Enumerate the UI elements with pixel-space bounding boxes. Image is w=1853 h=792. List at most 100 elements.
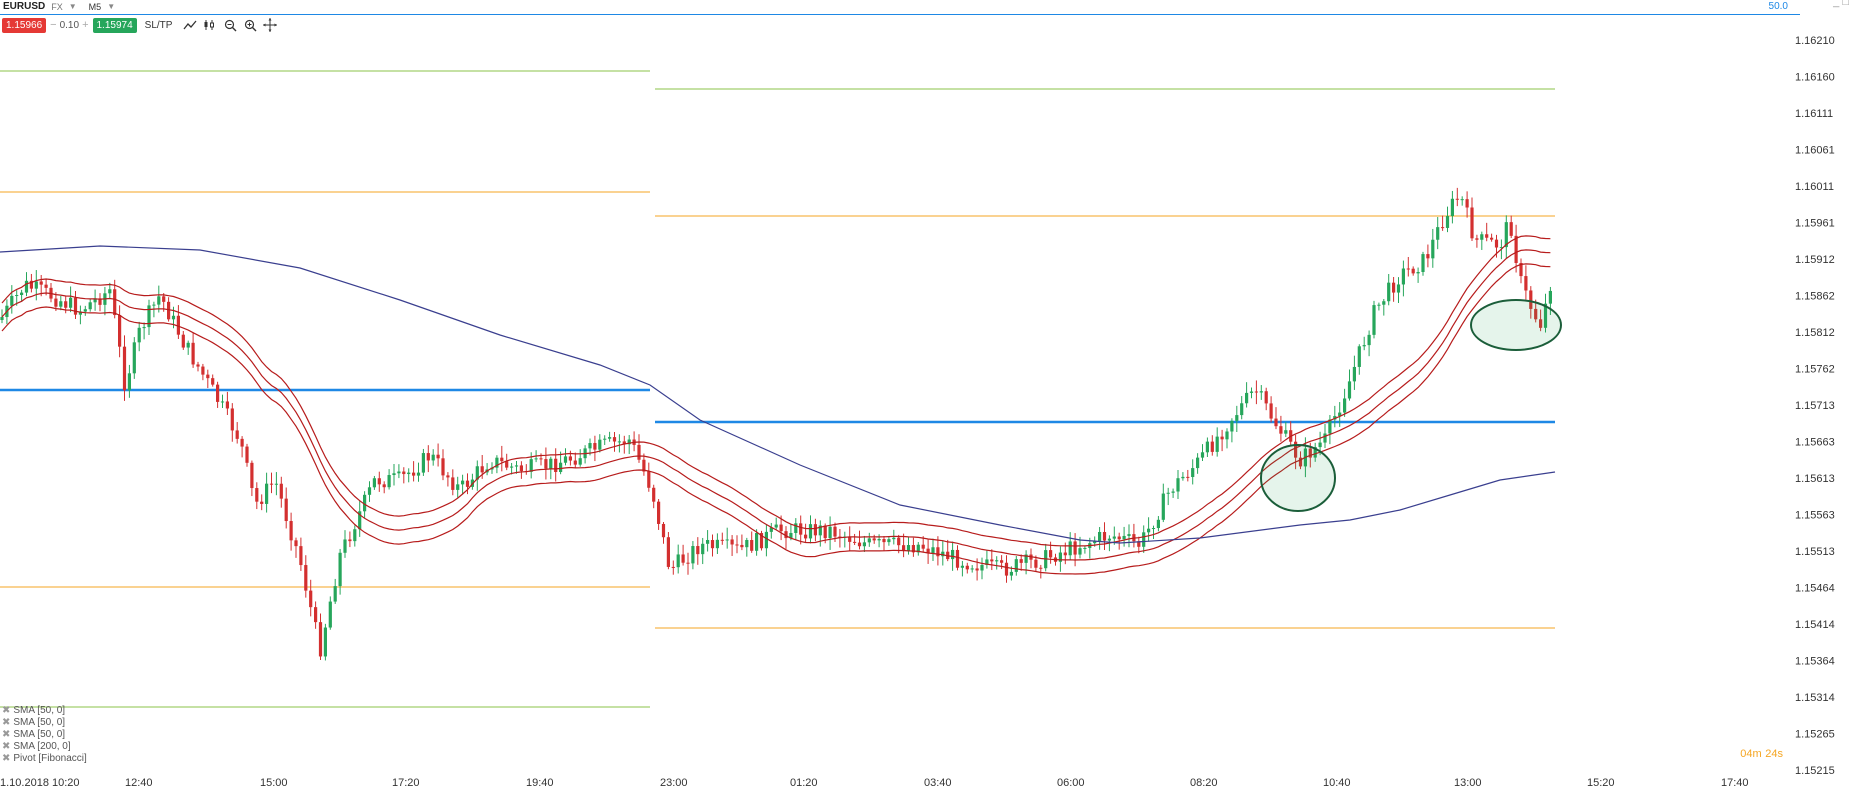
close-icon[interactable]: ✖ <box>2 705 11 716</box>
candle-body <box>108 289 112 294</box>
candle-body <box>260 501 264 504</box>
candle-body <box>206 374 210 379</box>
sma-50-line[interactable] <box>1 249 1551 561</box>
candle-body <box>985 559 989 565</box>
legend-item[interactable]: ✖ SMA [50, 0] <box>2 717 66 728</box>
candle-body <box>510 466 514 468</box>
x-tick-label: 17:20 <box>392 777 420 789</box>
line-tool-icon[interactable] <box>182 18 198 32</box>
candle-body <box>1068 541 1072 556</box>
timeframe-label[interactable]: M5 <box>88 1 102 12</box>
legend-item[interactable]: ✖ SMA [50, 0] <box>2 729 66 740</box>
candle-body <box>20 292 24 296</box>
candle-body <box>808 524 813 539</box>
legend-item[interactable]: ✖ Pivot [Fibonacci] <box>2 753 87 764</box>
candle-body <box>1156 519 1160 529</box>
lot-decrease-button[interactable]: − <box>50 19 57 31</box>
x-tick-label: 23:00 <box>660 777 688 789</box>
candle-body <box>1343 398 1347 413</box>
candle-body <box>171 315 176 320</box>
sma-50-line[interactable] <box>1 263 1551 575</box>
chart-type-icon[interactable] <box>202 18 218 32</box>
x-tick-label: 03:40 <box>924 777 952 789</box>
close-icon[interactable]: ✖ <box>2 729 11 740</box>
candle-body <box>1411 268 1415 274</box>
candle-body <box>289 521 293 541</box>
candle-body <box>78 311 82 315</box>
sltp-button[interactable]: SL/TP <box>144 19 173 31</box>
candle-body <box>318 622 323 657</box>
candle-body <box>279 483 283 499</box>
candle-body <box>1323 433 1327 443</box>
candle-body <box>1504 222 1508 248</box>
lot-increase-button[interactable]: + <box>82 19 89 31</box>
lot-size-input[interactable]: 0.10 <box>59 19 80 31</box>
candle-body <box>916 544 920 553</box>
sma-50-line[interactable] <box>1 235 1551 547</box>
x-tick-label: 08:20 <box>1190 777 1218 789</box>
buy-button[interactable]: 1.15974 <box>92 17 137 33</box>
maximize-icon[interactable]: □ <box>1842 0 1849 8</box>
close-icon[interactable]: ✖ <box>2 753 11 764</box>
candle-body <box>608 437 612 439</box>
candle-body <box>265 483 269 504</box>
candle-body <box>1519 262 1523 277</box>
candle-body <box>1426 254 1430 259</box>
sma-200-line[interactable] <box>0 245 1556 544</box>
zoom-out-icon[interactable] <box>222 18 238 32</box>
candle-body <box>833 526 837 537</box>
chevron-down-icon[interactable]: ▼ <box>107 1 116 11</box>
candle-body <box>1475 238 1479 240</box>
candle-body <box>167 301 171 320</box>
lot-stepper[interactable]: − 0.10 + <box>50 19 88 31</box>
candle-body <box>872 538 876 541</box>
candle-body <box>1333 416 1337 420</box>
candle-body <box>1294 441 1298 458</box>
candle-body <box>681 554 685 563</box>
legend-item[interactable]: ✖ SMA [200, 0] <box>2 741 71 752</box>
candle-body <box>701 543 705 555</box>
sell-button[interactable]: 1.15966 <box>2 17 47 33</box>
candle-body <box>813 524 817 536</box>
indicator-top-line <box>0 14 1800 15</box>
close-icon[interactable]: ✖ <box>2 717 11 728</box>
highlight-ellipse[interactable] <box>1260 444 1336 512</box>
candle-body <box>10 295 14 306</box>
highlight-ellipse[interactable] <box>1470 299 1562 351</box>
candle-body <box>186 342 190 348</box>
candle-body <box>519 465 523 472</box>
legend-item[interactable]: ✖ SMA [50, 0] <box>2 705 66 716</box>
candle-body <box>64 301 68 308</box>
candle-body <box>1235 415 1239 421</box>
candle-body <box>1063 552 1067 556</box>
candle-body <box>598 439 602 450</box>
zoom-in-icon[interactable] <box>242 18 258 32</box>
candle-body <box>970 568 974 570</box>
y-tick-label: 1.16210 <box>1795 35 1835 47</box>
candle-body <box>877 539 881 541</box>
candle-body <box>1494 239 1499 248</box>
candle-body <box>642 459 646 472</box>
crosshair-icon[interactable] <box>262 18 278 32</box>
chevron-down-icon[interactable]: ▼ <box>68 1 77 11</box>
candle-body <box>990 559 994 562</box>
candle-body <box>113 289 117 316</box>
window-controls[interactable]: _ □ <box>1833 0 1849 8</box>
close-icon[interactable]: ✖ <box>2 741 11 752</box>
candle-body <box>720 539 724 541</box>
minimize-icon[interactable]: _ <box>1833 0 1840 8</box>
candle-body <box>1200 452 1205 458</box>
y-tick-label: 1.15563 <box>1795 510 1835 522</box>
candle-body <box>500 457 504 462</box>
candle-body <box>83 309 87 312</box>
candle-body <box>29 280 33 289</box>
candle-body <box>377 478 381 485</box>
candle-body <box>1034 559 1038 568</box>
candle-body <box>328 601 332 628</box>
candle-body <box>1210 441 1214 452</box>
symbol-label[interactable]: EURUSD <box>3 0 46 12</box>
candle-body <box>725 539 729 541</box>
candle-body <box>44 284 48 288</box>
candle-body <box>995 560 999 562</box>
